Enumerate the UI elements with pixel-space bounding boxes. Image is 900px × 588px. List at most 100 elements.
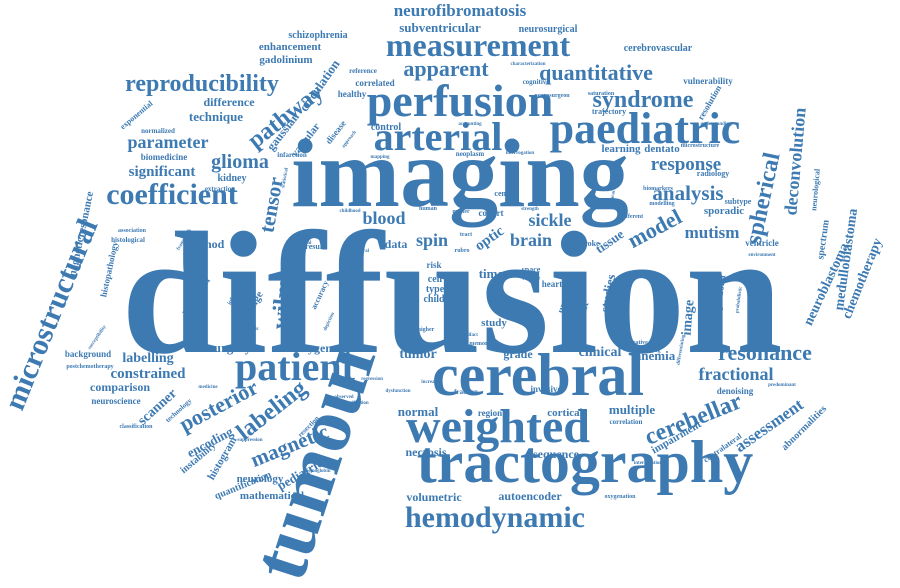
word-saturation: saturation (588, 91, 615, 97)
word-measurement: measurement (386, 27, 571, 63)
word-correlated: correlated (355, 78, 394, 88)
word-analysis: analysis (652, 181, 723, 205)
word-quantitative: quantitative (539, 60, 653, 85)
word-integrative: integrative (620, 340, 648, 346)
word-histopathology: histopathology (98, 240, 120, 298)
word-ventricle: ventricle (745, 238, 778, 248)
word-biomedicine: biomedicine (141, 152, 188, 162)
word-visual: bilateral (351, 249, 370, 254)
word-background: background (65, 349, 111, 359)
word-method: method (186, 237, 225, 251)
word-childhood: childhood (339, 209, 360, 214)
word-tumor: tumor (399, 347, 436, 362)
word-neurology: neurology (237, 473, 284, 485)
word-difference: difference (203, 95, 255, 109)
word-sickle: sickle (529, 210, 572, 230)
word-visible: visible (512, 304, 529, 310)
word-brain: brain (510, 230, 552, 250)
word-normal: normal (398, 404, 439, 419)
word-cortical: cortical (547, 407, 582, 419)
word-volumetric: volumetric (406, 490, 462, 504)
word-biomarkers: biomarkers (643, 186, 673, 192)
word-potential: potential (293, 241, 313, 246)
word-constrained: constrained (111, 366, 187, 382)
word-radiology: radiology (697, 169, 729, 178)
word-comparison: comparison (90, 380, 150, 394)
word-deconvolution: deconvolution (780, 107, 809, 216)
word-susceptibility: susceptibility (87, 324, 107, 350)
word-imaging: imaging (291, 120, 629, 228)
word-heart: heart (542, 279, 563, 289)
word-volume: volume (522, 276, 541, 282)
word-cerebrovascular: cerebrovascular (624, 43, 693, 54)
word-anemia: anemia (635, 348, 676, 363)
word-sequence: sequence (533, 447, 580, 461)
word-different: different (621, 214, 643, 220)
word-metric: metric (450, 311, 461, 332)
word-child: child (423, 294, 445, 305)
word-neurosurgeon: neurosurgeon (534, 93, 570, 99)
word-syndrome: syndrome (593, 87, 694, 113)
word-surgery: surgery (209, 340, 252, 355)
word-risk: risk (426, 260, 441, 270)
word-necrosis: necrosis (405, 445, 446, 459)
word-healthy: healthy (338, 89, 367, 99)
word-time: time (479, 266, 504, 281)
word-control: control (371, 122, 402, 133)
word-characterization: characterization (511, 62, 546, 67)
word-interrogation: interrogation (506, 151, 534, 156)
word-spectrum: spectrum (815, 218, 832, 260)
word-wilms: wilms (267, 268, 298, 330)
word-dentato: dentato (644, 143, 680, 155)
word-interrogation-2: interrogation (634, 461, 662, 466)
word-result: result (305, 242, 325, 251)
word-arterial: arterial (374, 114, 503, 159)
word-environment: environment (748, 253, 775, 258)
word-weighting: weighting (635, 348, 660, 354)
word-neurofibromatosis: neurofibromatosis (394, 1, 527, 20)
word-tract: tract (460, 232, 472, 238)
word-correlation: correlation (610, 418, 643, 426)
word-neuroscience: neuroscience (91, 396, 140, 406)
word-reproducibility: reproducibility (125, 71, 279, 97)
word-medicine: medicine (198, 385, 218, 390)
word-mutism: mutism (685, 223, 740, 242)
word-vulnerability: vulnerability (683, 76, 733, 86)
word-invasive: invasive (530, 384, 561, 394)
word-spin: spin (416, 230, 448, 250)
word-classification: classification (120, 424, 154, 430)
word-fossa: fossa (451, 272, 464, 291)
word-parameter: parameter (128, 132, 209, 152)
word-microstructural: microstructural (0, 214, 104, 414)
word-histological: histological (111, 236, 145, 244)
word-mapping: mapping (371, 155, 390, 160)
word-weighted: weighted (406, 400, 590, 453)
word-subventricular: subventricular (399, 20, 481, 35)
word-gadolinium: gadolinium (259, 54, 312, 66)
word-characteristic: characteristic (610, 174, 620, 204)
word-resonance: resonance (718, 340, 812, 365)
word-fractional: fractional (699, 364, 774, 384)
word-modelling: modelling (649, 201, 674, 207)
word-tractography: tractography (417, 429, 754, 495)
word-oxygen: oxygen (296, 341, 332, 355)
word-paediatric: paediatric (550, 104, 741, 153)
word-type: type (426, 284, 445, 295)
word-normalized: normalized (141, 127, 175, 135)
word-autoencoder: autoencoder (498, 489, 562, 503)
word-significant: significant (129, 164, 196, 180)
word-stroke: stroke (578, 239, 600, 248)
word-glioma: glioma (211, 151, 269, 173)
word-rubro: rubro (455, 248, 470, 254)
word-higher: higher (418, 327, 435, 333)
word-multiple: multiple (609, 402, 655, 417)
word-dysfunction: dysfunction (385, 389, 410, 394)
word-validation: validation (347, 401, 369, 406)
word-increase: increase (421, 380, 439, 385)
word-sporadic: sporadic (704, 205, 744, 217)
word-centre: centre (494, 189, 516, 198)
word-neurosurgical: neurosurgical (519, 24, 578, 35)
word-technique: technique (189, 109, 243, 124)
word-enhancement: enhancement (259, 41, 322, 53)
